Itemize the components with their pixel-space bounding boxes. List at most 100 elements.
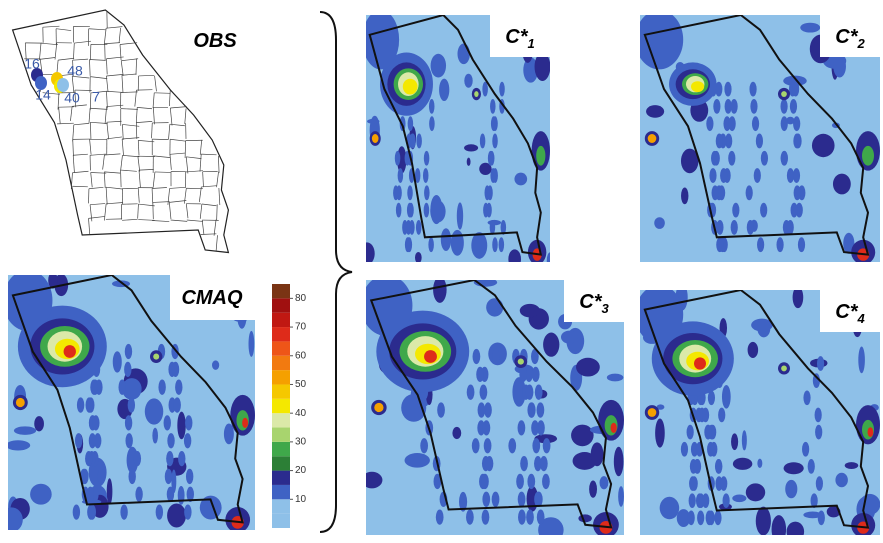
- colorbar-swatch: [272, 442, 290, 456]
- heat-blob: [242, 418, 248, 428]
- heat-blob: [367, 119, 379, 124]
- heat-blob: [757, 459, 762, 468]
- heat-blob: [430, 200, 445, 222]
- heat-blob: [491, 116, 497, 131]
- heat-blob: [464, 74, 472, 88]
- heat-blob: [862, 146, 874, 166]
- heat-blob: [691, 81, 704, 92]
- heat-blob: [362, 10, 399, 69]
- heat-blob: [374, 403, 383, 412]
- heat-blob: [706, 116, 713, 131]
- colorbar-tick-label: 20: [295, 465, 307, 476]
- model-subscript: 3: [602, 301, 610, 316]
- heat-blob: [457, 44, 469, 65]
- brace: [320, 12, 352, 532]
- heat-blob: [486, 203, 492, 218]
- heat-blob: [833, 55, 846, 77]
- heat-blob: [693, 459, 700, 474]
- heat-blob: [186, 469, 193, 484]
- heat-blob: [724, 82, 731, 97]
- heat-blob: [178, 451, 185, 466]
- heat-blob: [710, 442, 717, 457]
- model-subscript: 1: [528, 36, 535, 51]
- heat-blob: [712, 185, 719, 200]
- heat-blob: [153, 354, 159, 360]
- heat-blob: [424, 185, 430, 200]
- heat-blob: [654, 217, 665, 229]
- heat-blob: [534, 492, 542, 507]
- heat-blob: [429, 116, 435, 131]
- heat-blob: [576, 358, 600, 377]
- heat-blob: [731, 99, 738, 114]
- heat-blob: [793, 287, 804, 309]
- heat-blob: [480, 134, 486, 149]
- heat-blob: [747, 220, 754, 235]
- heat-blob: [14, 426, 36, 434]
- heat-blob: [177, 412, 185, 440]
- colorbar-tick-label: 80: [295, 293, 307, 304]
- model-panel: C*1: [359, 10, 553, 269]
- heat-blob: [492, 134, 498, 149]
- heat-blob: [732, 203, 739, 218]
- colorbar-swatch: [272, 428, 290, 442]
- heat-blob: [467, 385, 475, 400]
- heat-blob: [689, 476, 696, 491]
- heat-blob: [134, 451, 141, 466]
- heat-blob: [607, 374, 624, 382]
- heat-blob: [175, 380, 182, 395]
- heat-blob: [34, 416, 44, 431]
- observation-label: 40: [64, 90, 80, 106]
- panel-label: CMAQ: [181, 287, 243, 309]
- heat-blob: [635, 285, 683, 344]
- colorbar-swatch: [272, 341, 290, 355]
- heat-blob: [92, 415, 99, 430]
- heat-blob: [165, 469, 172, 484]
- heat-blob: [492, 168, 498, 183]
- colorbar-swatch: [272, 298, 290, 312]
- model-name: C*: [505, 26, 528, 48]
- heat-blob: [178, 486, 185, 505]
- model-name: C*: [835, 301, 858, 323]
- heat-blob: [164, 415, 171, 430]
- heat-blob: [452, 427, 461, 439]
- heat-blob: [416, 134, 422, 149]
- heat-blob: [543, 438, 551, 453]
- heat-blob: [124, 362, 131, 377]
- heat-blob: [589, 480, 597, 497]
- heat-blob: [472, 438, 480, 453]
- heat-blob: [77, 397, 84, 412]
- heat-blob: [578, 514, 591, 522]
- heat-blob: [537, 510, 545, 525]
- heat-blob: [532, 367, 540, 382]
- heat-blob: [403, 79, 418, 95]
- heat-blob: [611, 423, 617, 433]
- heat-blob: [125, 344, 132, 359]
- heat-blob: [520, 456, 528, 471]
- heat-blob: [128, 397, 135, 412]
- heat-blob: [393, 185, 399, 200]
- heat-blob: [526, 510, 534, 525]
- colorbar-tick-label: 10: [295, 494, 307, 505]
- heat-blob: [107, 478, 113, 504]
- heat-blob: [535, 385, 543, 400]
- heat-blob: [752, 116, 759, 131]
- heat-blob: [527, 474, 535, 489]
- heat-blob: [785, 480, 797, 498]
- observation-label: 48: [67, 63, 83, 79]
- heat-blob: [85, 451, 92, 466]
- heat-blob: [30, 484, 52, 505]
- heat-blob: [709, 168, 716, 183]
- heat-blob: [696, 493, 703, 508]
- heat-blob: [742, 430, 747, 450]
- heat-blob: [688, 510, 695, 525]
- colorbar-swatch: [272, 456, 290, 470]
- colorbar-tick-label: 40: [295, 408, 307, 419]
- heat-blob: [451, 230, 464, 256]
- colorbar-swatch: [272, 514, 290, 528]
- heat-blob: [715, 459, 722, 474]
- heat-blob: [518, 510, 526, 525]
- heat-blob: [156, 505, 163, 520]
- heat-blob: [361, 275, 413, 336]
- heat-blob: [396, 203, 402, 218]
- heat-blob: [716, 220, 723, 235]
